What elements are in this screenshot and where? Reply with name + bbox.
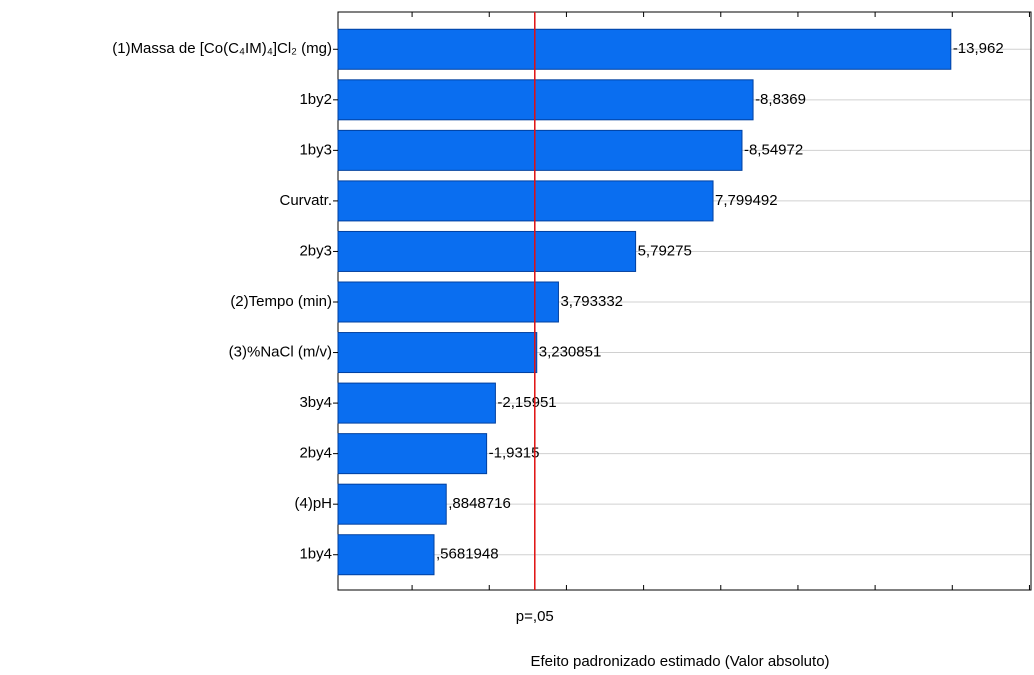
- y-tick-label: (2)Tempo (min): [230, 293, 332, 310]
- y-tick-label: (4)pH: [294, 495, 332, 512]
- value-label: 7,799492: [715, 192, 778, 209]
- bar: [337, 129, 743, 171]
- value-label: 3,230851: [539, 344, 602, 361]
- y-tick-label: 2by4: [299, 445, 332, 462]
- bar: [337, 28, 952, 70]
- y-tick-label: 1by3: [299, 141, 332, 158]
- y-tick-label: 3by4: [299, 394, 332, 411]
- reference-label: p=,05: [516, 608, 554, 625]
- bar: [337, 382, 496, 424]
- y-tick-label: 1by4: [299, 546, 332, 563]
- y-tick-label: (3)%NaCl (m/v): [229, 344, 332, 361]
- value-label: ,8848716: [448, 495, 511, 512]
- x-axis-title: Efeito padronizado estimado (Valor absol…: [530, 653, 829, 670]
- bar: [337, 281, 559, 323]
- bar: [337, 534, 435, 576]
- value-label: -1,9315: [489, 445, 540, 462]
- value-label: -8,8369: [755, 91, 806, 108]
- value-label: -8,54972: [744, 141, 803, 158]
- y-tick-label: (1)Massa de [Co(C₄IM)₄]Cl₂ (mg): [112, 40, 332, 57]
- y-tick-label: 2by3: [299, 242, 332, 259]
- bar: [337, 433, 488, 475]
- bar: [337, 483, 447, 525]
- bar: [337, 79, 754, 121]
- value-label: -2,15951: [497, 394, 556, 411]
- bar: [337, 180, 714, 222]
- bar: [337, 332, 538, 374]
- y-tick-label: 1by2: [299, 91, 332, 108]
- bar: [337, 230, 637, 272]
- value-label: -13,962: [953, 40, 1004, 57]
- value-label: 5,79275: [638, 242, 692, 259]
- value-label: 3,793332: [560, 293, 623, 310]
- value-label: ,5681948: [436, 546, 499, 563]
- y-tick-label: Curvatr.: [279, 192, 332, 209]
